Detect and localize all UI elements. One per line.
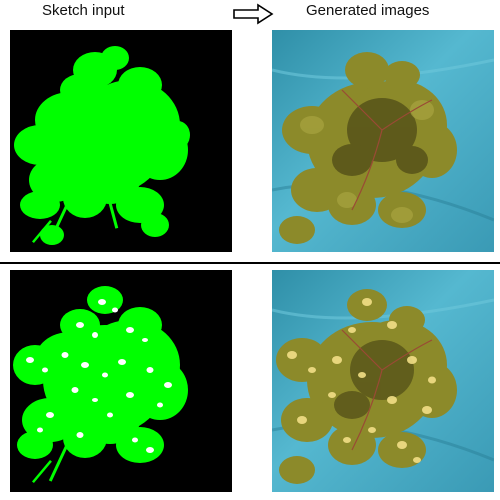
- generated-panel-top: [272, 30, 494, 252]
- generated-images-label: Generated images: [306, 2, 430, 19]
- sketch-panel-bottom: [10, 270, 232, 492]
- green-plant-sketch-with-white-spots: [13, 286, 188, 484]
- right-arrow-icon: [233, 3, 274, 25]
- row-divider: [0, 262, 500, 264]
- generated-panel-bottom: [272, 270, 494, 492]
- generated-plant-photo: [279, 52, 457, 244]
- sketch-input-label: Sketch input: [42, 2, 125, 19]
- generated-plant-photo-with-yellow-spots: [276, 289, 457, 484]
- green-plant-sketch: [14, 46, 190, 245]
- sketch-panel-top: [10, 30, 232, 252]
